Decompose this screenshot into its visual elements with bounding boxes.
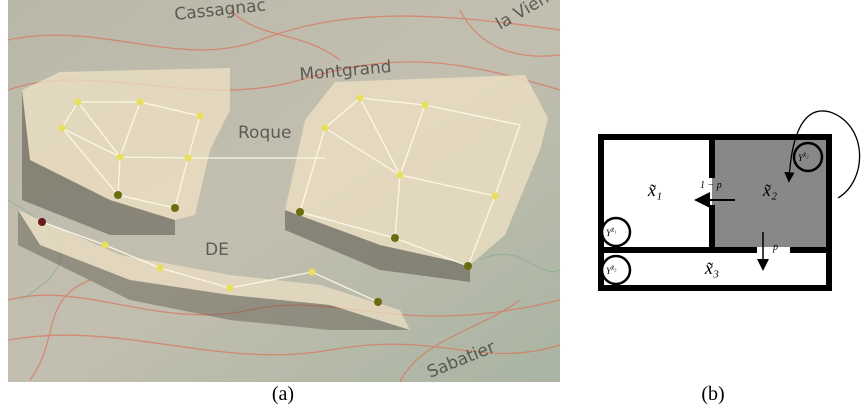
map-image — [8, 0, 560, 382]
caption: (b) — [701, 383, 724, 405]
figure: Cassagnac la Vienne Montgrand Roque DE S… — [0, 0, 863, 407]
diagram — [598, 111, 860, 288]
obs-sup: x̃₂ — [802, 151, 809, 159]
transition-label: 1 − p — [700, 180, 722, 191]
obs-sup: x̃₁ — [610, 226, 617, 234]
state-label: x̃₃ — [704, 258, 719, 278]
transition-label: p — [772, 242, 778, 253]
map-label: DE — [205, 240, 229, 260]
obs-sup: x̃₃ — [610, 264, 617, 272]
state-label: x̃₁ — [647, 180, 662, 200]
map-label: Roque — [238, 123, 291, 143]
state-label: x̃₂ — [762, 180, 777, 200]
caption: (a) — [272, 383, 294, 405]
